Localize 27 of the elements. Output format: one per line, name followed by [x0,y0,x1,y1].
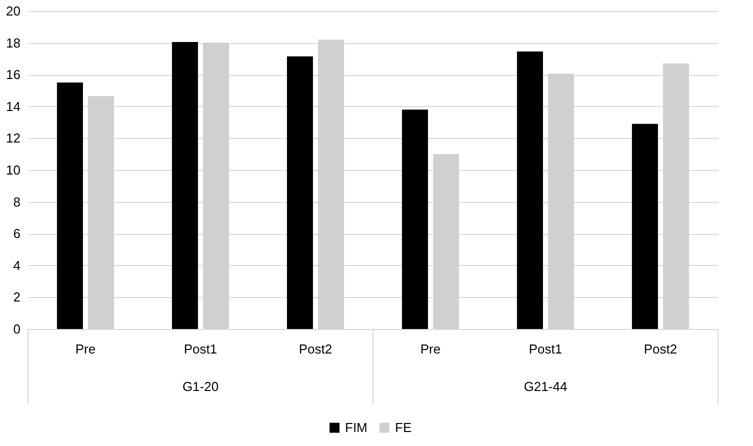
x-tick-label: Post2 [298,342,332,356]
legend-label: FIM [345,420,368,435]
bar [632,124,658,329]
x-tick-label: Post2 [644,342,678,356]
bar [286,56,313,329]
y-tick-label: 4 [13,258,20,273]
x-tick-label: Post1 [528,342,562,356]
bar [172,42,198,329]
x-tick-label: Post1 [184,342,218,356]
x-tick-label: Pre [420,342,441,356]
y-tick-label: 10 [6,162,20,178]
legend-label: FE [395,420,412,435]
y-tick-label: 0 [13,322,20,336]
bar [516,52,543,329]
y-tick-label: 16 [6,67,20,82]
y-tick-label: 18 [6,35,20,50]
y-tick-label: 8 [13,194,20,210]
y-tick-label: 2 [13,290,20,305]
y-tick-label: 20 [6,4,20,18]
y-tick-label: 14 [6,98,20,114]
bar [402,110,428,329]
x-tick-label: Pre [75,342,96,356]
bar [56,82,83,329]
y-tick-label: 6 [13,226,20,242]
text: G1-20 [182,379,219,394]
text: G21-44 [524,379,568,394]
y-tick-label: 12 [6,130,20,146]
